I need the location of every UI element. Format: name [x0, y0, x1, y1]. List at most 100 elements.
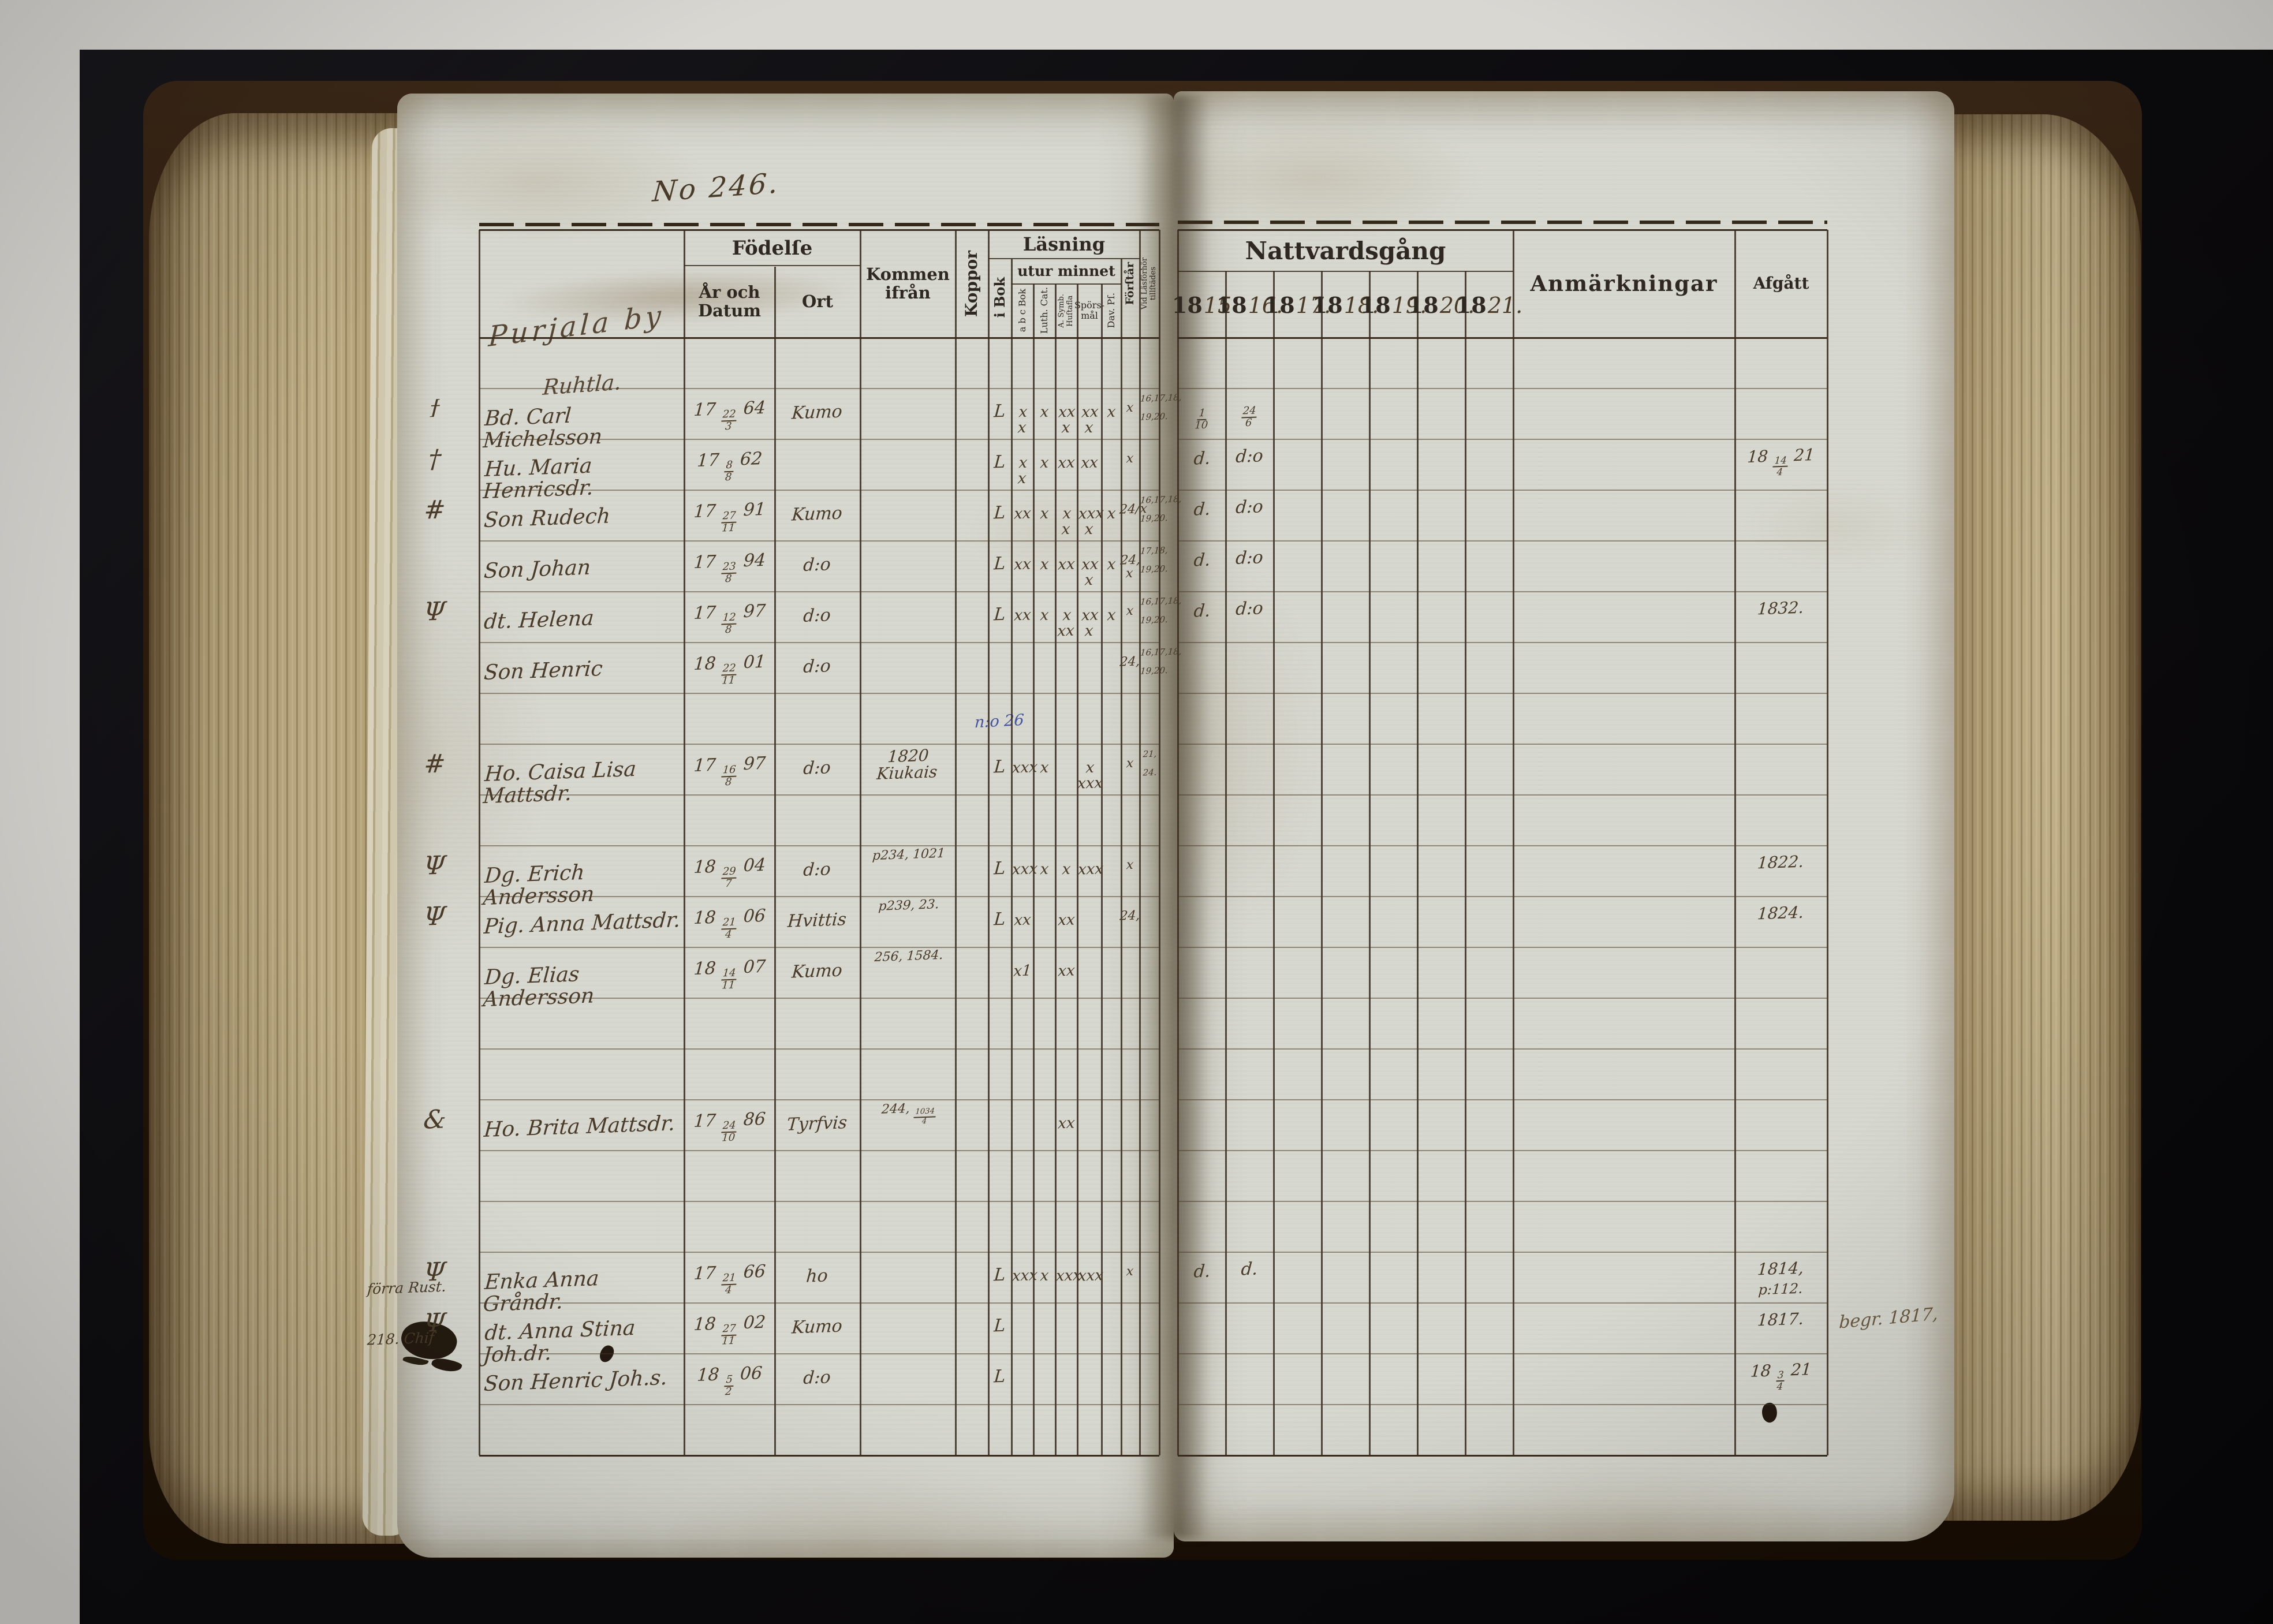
table-line-h — [1178, 490, 1827, 491]
row-18-cell-n16: d. — [1240, 1259, 1259, 1280]
table-line-h — [479, 1099, 1159, 1100]
row-10-cell-ort: d:o — [803, 859, 831, 880]
row-3-cell-vl2: 19,20. — [1140, 512, 1169, 524]
row-20-cell-ibok: L — [993, 1366, 1006, 1387]
row-18-cell-born: 17 21 4 66 — [693, 1261, 767, 1296]
header-nattvardsgang: Nattvardsgång — [1245, 236, 1446, 265]
table-line-h — [479, 693, 1159, 694]
row-11-cell-born: 18 21 4 06 — [693, 905, 767, 940]
row-4-cell-born: 17 23 8 94 — [693, 550, 767, 585]
table-line-h — [1178, 591, 1827, 592]
row-10-cell-abc: xxx — [1012, 860, 1039, 879]
table-line-h — [479, 1048, 1159, 1050]
year-handwritten: 21. — [1487, 292, 1523, 318]
row-5-cell-luth: x — [1039, 606, 1050, 625]
right-page-stack-edge — [1923, 114, 2141, 1521]
year-printed: 18 — [1408, 292, 1439, 318]
table-line-h — [479, 896, 1159, 897]
row-1-cell-vl1: 16,17,18, — [1140, 392, 1182, 404]
row-4-cell-symb: xx — [1057, 555, 1076, 574]
table-line-h — [1178, 998, 1827, 999]
row-15-cell-symb: xx — [1057, 1114, 1076, 1133]
header-ort: Ort — [802, 291, 833, 311]
table-line-v — [1159, 230, 1160, 1455]
row-6-cell-forstar: 24, — [1119, 654, 1141, 670]
year-handwritten: 18. — [1343, 292, 1379, 318]
year-label: 18 17. — [1264, 275, 1331, 335]
table-line-h — [1178, 794, 1827, 796]
table-line-h — [479, 591, 1159, 592]
table-line-h — [1178, 744, 1827, 745]
row-5-cell-ort: d:o — [803, 605, 831, 626]
year-handwritten: 17. — [1296, 292, 1331, 318]
row-8-cell-ort: d:o — [803, 757, 831, 779]
table-line-h — [1178, 1302, 1827, 1304]
row-4-cell-vl1: 17,18, — [1140, 544, 1169, 557]
row-6-cell-vl2: 19,20. — [1140, 664, 1169, 677]
row-19-cell-ort: Kumo — [791, 1316, 843, 1338]
row-18-cell-ort: ho — [805, 1265, 828, 1287]
row-10-cell-ref: p234, 1021 — [872, 846, 946, 864]
header-forstar: Förſtår — [1124, 262, 1137, 305]
table-line-h — [1178, 947, 1827, 948]
row-20-cell-ort: d:o — [803, 1367, 831, 1388]
year-handwritten: 16. — [1248, 292, 1283, 318]
row-1-cell-dav: x — [1106, 403, 1117, 421]
table-line-h — [479, 1455, 1159, 1457]
table-line-v — [684, 230, 685, 1455]
row-18-cell-spors: xxx — [1077, 1267, 1104, 1285]
header-abc-bok: a b c Bok — [1016, 289, 1028, 333]
table-line-v — [1225, 271, 1227, 1455]
row-18-cell-forstar: x — [1125, 1264, 1134, 1279]
table-line-h — [479, 794, 1159, 796]
row-11-cell-symb: xx — [1057, 911, 1076, 929]
row-4-cell-dav: x — [1106, 555, 1117, 574]
row-8-cell-ibok: L — [993, 756, 1006, 778]
row-12-cell-symb: xx — [1057, 962, 1076, 980]
table-line-v — [479, 230, 480, 1455]
row-2-cell-spors: xx — [1080, 454, 1099, 472]
row-12-cell-ort: Kumo — [791, 960, 843, 983]
table-line-dash — [1178, 221, 1827, 224]
year-printed: 18 — [1171, 292, 1203, 318]
table-line-v — [1417, 271, 1419, 1455]
row-5-cell-vl1: 16,17,18, — [1140, 595, 1182, 607]
year-handwritten: 19. — [1391, 292, 1427, 318]
row-10-cell-name: Dg. Erich Andersson — [482, 860, 595, 910]
row-1-cell-name: Bd. Carl Michelsson — [482, 404, 603, 453]
row-6-cell-born: 18 22 11 01 — [693, 651, 767, 686]
header-koppor: Koppor — [962, 251, 981, 317]
table-line-h — [479, 1201, 1159, 1202]
row-4-cell-forstar: 24, x — [1119, 552, 1141, 581]
table-line-h — [1178, 1353, 1827, 1354]
row-18-cell-luth: x — [1039, 1267, 1050, 1285]
year-handwritten: 15 — [1203, 292, 1232, 318]
row-2-cell-n16: d:o — [1235, 446, 1264, 467]
row-1-cell-abc: x x — [1017, 403, 1028, 437]
header-lasning: Läsning — [1022, 233, 1106, 256]
row-8-cell-kommen: 1820 Kiukais — [876, 745, 938, 784]
year-printed: 18 — [1455, 292, 1487, 318]
table-line-h — [479, 998, 1159, 999]
row-18-cell-afg2: p:112. — [1757, 1280, 1804, 1298]
table-line-v — [1055, 284, 1057, 1455]
header-fodelse: Födelſe — [731, 237, 813, 260]
table-line-h — [479, 1252, 1159, 1253]
year-label: 18 19. — [1360, 275, 1427, 335]
table-line-v — [1513, 230, 1514, 1455]
row-2-cell-luth: x — [1039, 454, 1050, 472]
row-5-cell-spors: xx x — [1081, 606, 1099, 640]
table-line-h — [479, 439, 1159, 440]
row-1-cell-born: 17 22 3 64 — [693, 397, 767, 432]
row-3-cell-born: 17 27 11 91 — [693, 499, 767, 534]
table-line-h — [1178, 1201, 1827, 1202]
row-4-cell-n15: d. — [1193, 550, 1211, 571]
header-kommen-ifran: Kommen ifrån — [866, 264, 950, 303]
row-2-cell-ibok: L — [993, 451, 1006, 473]
year-label: 18 18. — [1312, 275, 1379, 335]
row-5-cell-symb: x xx — [1057, 606, 1075, 640]
table-line-v — [1101, 284, 1103, 1455]
table-line-v — [1177, 230, 1179, 1455]
